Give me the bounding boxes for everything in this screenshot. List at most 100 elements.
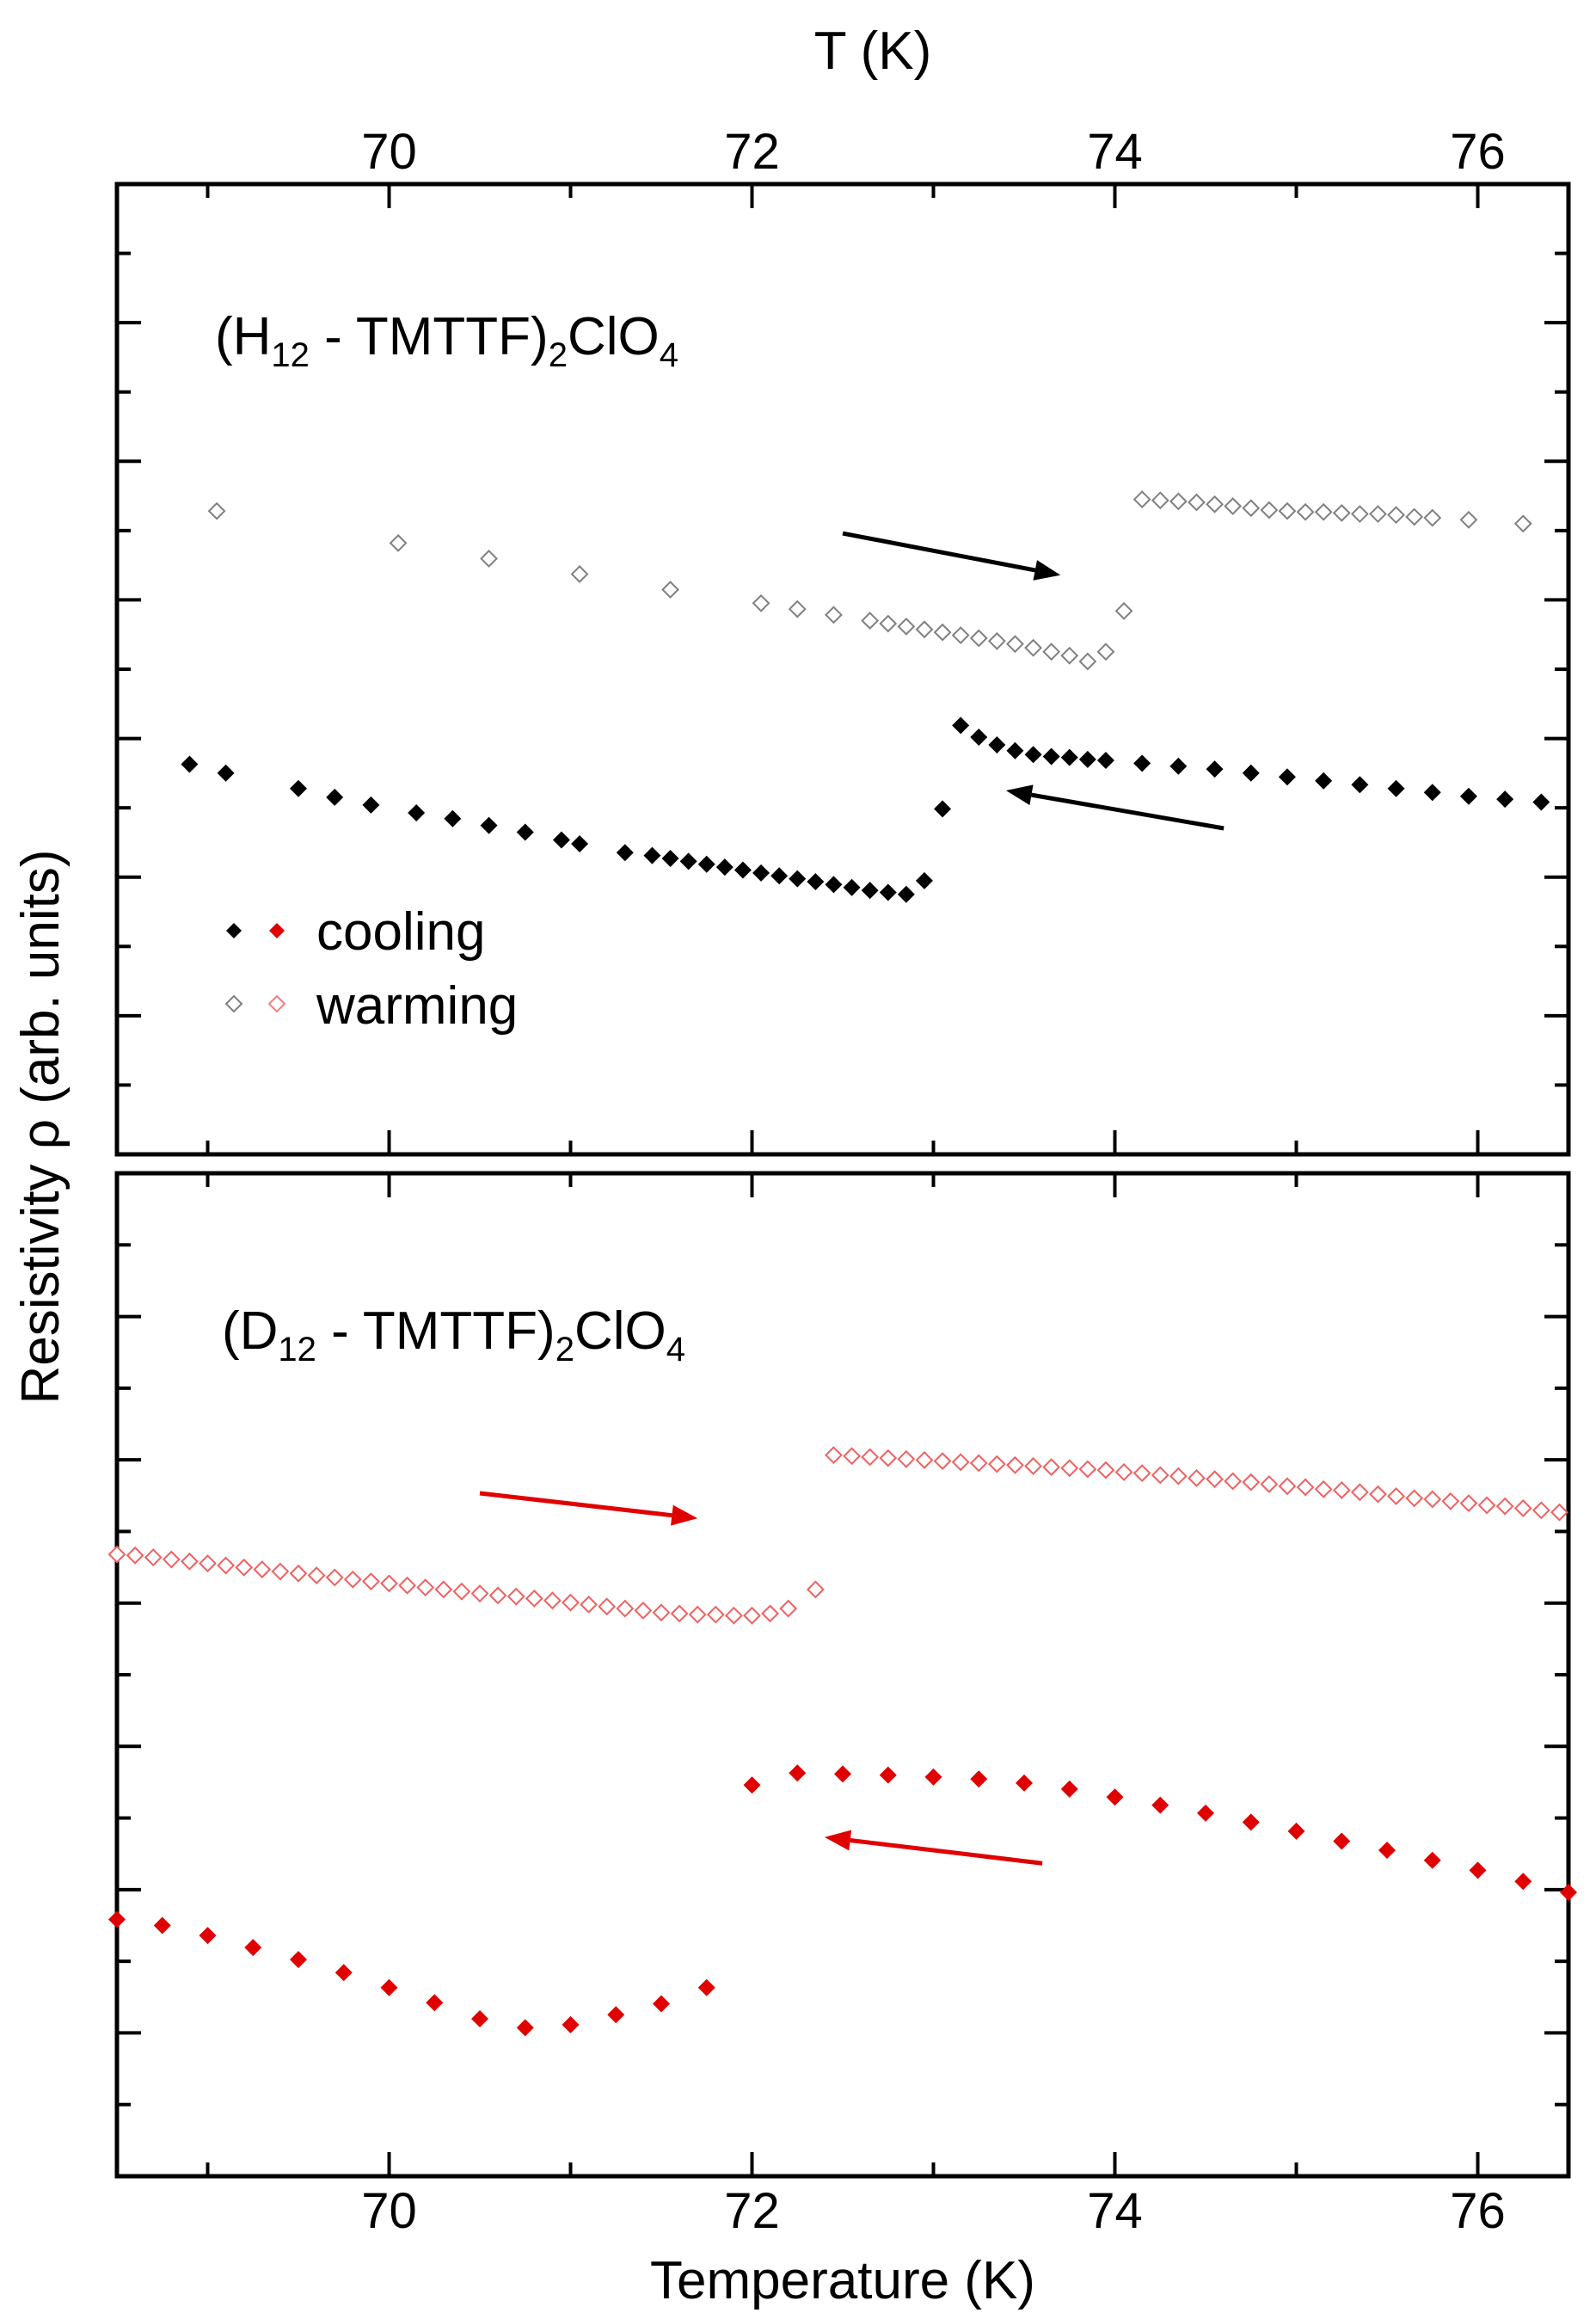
warming-point xyxy=(1495,1497,1514,1516)
warming-point xyxy=(1314,1479,1333,1498)
warming-point xyxy=(879,1449,898,1467)
warming-point xyxy=(1242,499,1261,518)
warming-point xyxy=(389,533,408,552)
warming-point xyxy=(1260,1475,1279,1493)
warming-point xyxy=(253,1560,272,1578)
cooling-point xyxy=(1197,1804,1214,1822)
warming-point xyxy=(1006,635,1024,654)
warming-point xyxy=(1513,1499,1532,1517)
warming-point xyxy=(987,1455,1006,1473)
cooling-point xyxy=(789,870,807,888)
cooling-point xyxy=(362,796,380,814)
warming-point xyxy=(897,1449,916,1468)
cooling-arrow-shaft xyxy=(850,1837,1043,1866)
warming-point xyxy=(380,1574,398,1593)
warming-point xyxy=(933,623,952,642)
warming-point xyxy=(1078,652,1097,671)
cooling-point xyxy=(1060,748,1078,766)
warming-point xyxy=(1114,601,1133,620)
cooling-point xyxy=(562,2015,580,2033)
warming-point xyxy=(162,1550,181,1569)
cooling-point xyxy=(1287,1822,1305,1840)
cooling-point xyxy=(1423,1851,1441,1869)
warming-point xyxy=(1423,508,1442,527)
warming-point xyxy=(1169,492,1188,511)
top-panel-series xyxy=(181,490,1550,903)
warming-point xyxy=(289,1564,308,1583)
series-warming xyxy=(107,1446,1568,1625)
warming-point xyxy=(1459,510,1478,529)
warming-point xyxy=(562,1593,580,1612)
cooling-point xyxy=(290,1951,307,1969)
warming-point xyxy=(361,1572,380,1590)
warming-point xyxy=(1550,1503,1568,1522)
warming-point xyxy=(1532,1501,1550,1520)
warming-point xyxy=(1024,638,1042,657)
cooling-point xyxy=(1060,1780,1078,1798)
cooling-point xyxy=(1496,790,1514,809)
top-x-tick-label: 72 xyxy=(724,124,780,180)
warming-point xyxy=(1224,497,1243,515)
top-panel-arrows xyxy=(842,531,1225,831)
cooling-arrow-shaft xyxy=(1031,792,1225,831)
cooling-point xyxy=(897,885,915,903)
warming-point xyxy=(616,1599,635,1618)
warming-point xyxy=(861,1448,880,1467)
warming-point xyxy=(1224,1472,1243,1491)
cooling-point xyxy=(861,882,879,900)
warming-point xyxy=(779,1599,798,1618)
warming-point xyxy=(1169,1467,1188,1486)
cooling-point xyxy=(879,1766,897,1784)
cooling-point xyxy=(879,883,897,901)
cooling-point xyxy=(1315,772,1333,790)
warming-point xyxy=(1296,502,1315,521)
warming-point xyxy=(1260,501,1279,520)
warming-point xyxy=(1206,1470,1224,1489)
bottom-panel-series xyxy=(107,1446,1577,2037)
cooling-point xyxy=(1459,787,1477,805)
warming-point xyxy=(470,1584,489,1602)
warming-point xyxy=(1332,1481,1351,1499)
warming-point xyxy=(180,1552,199,1571)
warming-point xyxy=(1242,1473,1261,1492)
warming-point xyxy=(1042,643,1061,661)
cooling-point xyxy=(607,2006,625,2024)
warming-point xyxy=(434,1580,453,1599)
warming-point xyxy=(1078,1460,1097,1479)
cooling-point xyxy=(734,861,752,879)
warming-point xyxy=(144,1548,163,1566)
cooling-point xyxy=(697,1978,715,1996)
warming-point xyxy=(743,1606,761,1625)
warming-point xyxy=(1314,502,1333,521)
warming-point xyxy=(879,614,898,633)
warming-point xyxy=(580,1595,598,1614)
top-x-tick-label: 74 xyxy=(1087,124,1143,180)
cooling-point xyxy=(1423,784,1441,802)
cooling-point xyxy=(1151,1796,1169,1814)
warming-point xyxy=(1423,1490,1442,1509)
cooling-point xyxy=(217,764,235,782)
cooling-point xyxy=(1532,793,1550,811)
cooling-point xyxy=(934,800,952,818)
warming-point xyxy=(217,1556,236,1575)
cooling-point xyxy=(1024,746,1042,764)
cooling-point xyxy=(444,809,462,827)
cooling-point xyxy=(1042,747,1060,766)
warming-point xyxy=(1477,1496,1496,1515)
warming-point xyxy=(951,1453,970,1472)
bottom-x-axis-title: Temperature (K) xyxy=(650,2251,1035,2310)
cooling-point xyxy=(471,2009,488,2027)
series-cooling xyxy=(108,1764,1577,2037)
warming-point xyxy=(1369,1485,1387,1504)
cooling-point xyxy=(1387,779,1405,797)
cooling-arrow-head xyxy=(824,1830,852,1851)
warming-point xyxy=(126,1546,144,1565)
cooling-point xyxy=(697,855,715,873)
bottom-x-tick-label: 72 xyxy=(724,2183,780,2239)
cooling-point xyxy=(743,1776,761,1794)
warming-point xyxy=(825,606,843,624)
cooling-point xyxy=(1242,1813,1260,1831)
top-panel-ticks xyxy=(117,184,1568,1154)
bottom-x-tick-label: 70 xyxy=(361,2183,417,2239)
cooling-arrow xyxy=(1005,784,1225,831)
